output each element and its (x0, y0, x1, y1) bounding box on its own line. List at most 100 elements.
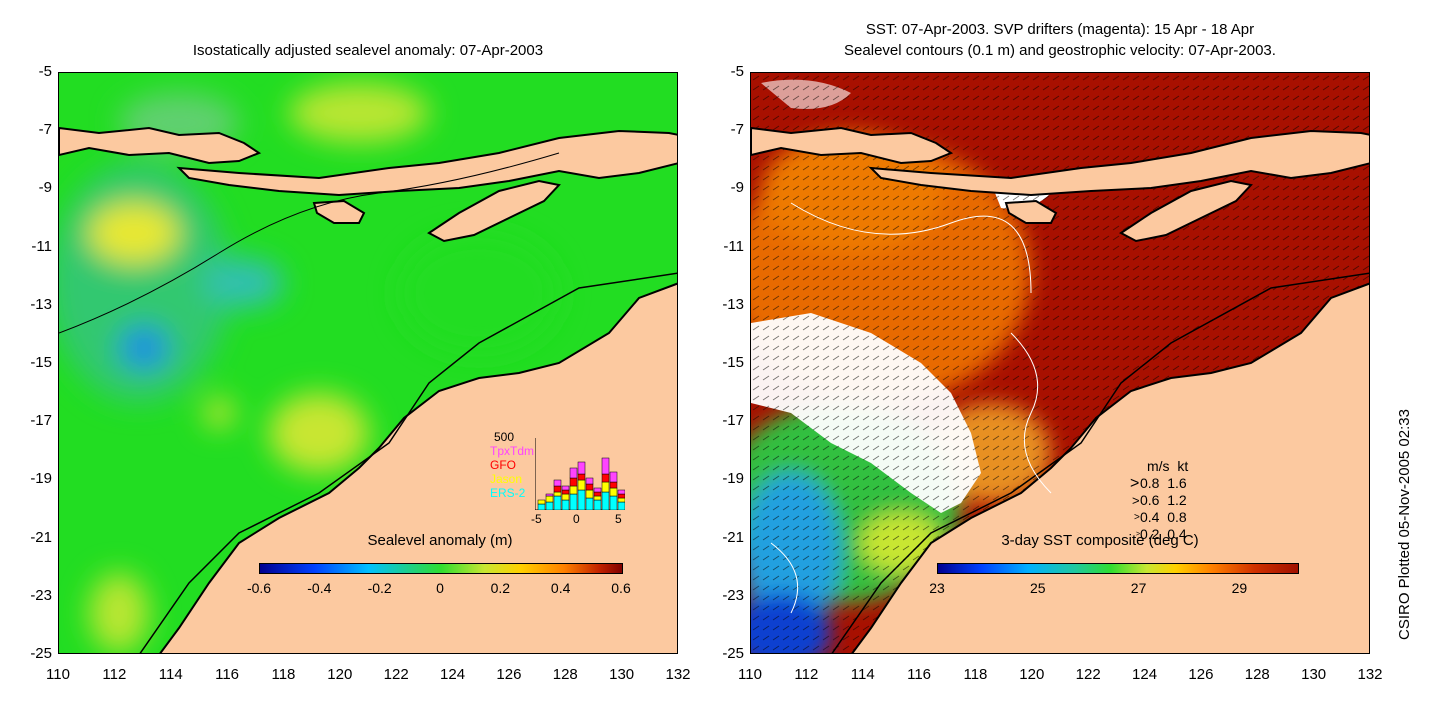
histogram-bar (593, 491, 602, 497)
x-tick-label: 130 (609, 666, 635, 683)
x-tick-label: 128 (1244, 666, 1270, 683)
histogram-bar (617, 489, 626, 495)
x-tick-label: 126 (1188, 666, 1214, 683)
histogram-bar (561, 485, 570, 491)
histogram-bar (585, 483, 594, 491)
x-tick-label: 118 (963, 666, 988, 683)
histogram-bar (545, 493, 554, 497)
y-tick-label: -15 (30, 354, 52, 371)
colorbar-tick-label: 0.2 (490, 580, 511, 596)
y-tick-label: -9 (730, 179, 744, 197)
x-tick-label: 132 (665, 666, 691, 683)
histogram-bar (569, 485, 578, 495)
velocity-legend-row: 0.6 1.2 (1140, 492, 1187, 508)
colorbar-tick-label: 29 (1231, 580, 1248, 596)
x-tick-label: 122 (1075, 666, 1101, 683)
histogram-bar (545, 495, 554, 503)
credit-label: CSIRO Plotted 05-Nov-2005 02:33 (1396, 409, 1413, 640)
histogram-bar (593, 495, 602, 501)
y-tick-label: -17 (30, 412, 52, 430)
histogram-bar (553, 491, 562, 497)
histogram-legend-entry: Jason (490, 472, 523, 486)
colorbar-tick-label: 0.4 (550, 580, 571, 596)
y-tick-label: -21 (30, 528, 52, 546)
left-colorbar-label: Sealevel anomaly (m) (367, 532, 513, 549)
y-tick-label: -17 (722, 412, 744, 430)
y-tick-label: -13 (30, 295, 52, 313)
velocity-arrow-icon: > (1136, 531, 1141, 538)
velocity-arrow-icon: > (1134, 512, 1140, 523)
histogram-x-tick: 5 (615, 512, 622, 526)
histogram-bar (553, 485, 562, 493)
histogram-x-tick: 0 (573, 512, 580, 526)
velocity-arrow-icon: > (1130, 475, 1140, 492)
histogram-bar (577, 473, 586, 481)
right-panel-title-line2: Sealevel contours (0.1 m) and geostrophi… (844, 42, 1276, 59)
histogram-bar (561, 489, 570, 495)
histogram-bar (601, 481, 610, 493)
y-tick-label: -19 (30, 470, 52, 488)
x-tick-label: 120 (327, 666, 353, 683)
right-panel-title-line1: SST: 07-Apr-2003. SVP drifters (magenta)… (865, 21, 1255, 38)
histogram-bar (537, 503, 546, 511)
sst-field (751, 73, 1369, 653)
histogram-bar (561, 499, 570, 511)
y-tick-label: -19 (722, 470, 744, 488)
histogram-ymax: 500 (494, 430, 515, 444)
left-colorbar (259, 563, 623, 574)
x-tick-label: 114 (158, 666, 183, 683)
histogram-bar (593, 499, 602, 511)
histogram-bar (585, 497, 594, 511)
y-tick-label: -7 (730, 121, 744, 139)
histogram-bar (609, 471, 618, 483)
y-tick-label: -15 (722, 354, 744, 371)
histogram-bar (617, 493, 626, 499)
x-tick-label: 128 (552, 666, 578, 683)
histogram-bar (585, 489, 594, 499)
histogram-bar (553, 479, 562, 487)
histogram-bar (617, 501, 626, 511)
y-tick-label: -25 (30, 645, 52, 662)
y-tick-label: -23 (30, 586, 52, 604)
y-tick-label: -11 (723, 237, 744, 255)
velocity-legend-row: 0.2 0.4 (1140, 526, 1187, 542)
histogram-bar (601, 473, 610, 483)
x-tick-label: 130 (1301, 666, 1327, 683)
histogram-bar (601, 491, 610, 511)
colorbar-tick-label: 23 (929, 580, 945, 596)
y-tick-label: -5 (38, 63, 52, 80)
inset-histogram (534, 438, 626, 511)
x-tick-label: 124 (1132, 666, 1158, 683)
x-tick-label: 114 (850, 666, 875, 683)
left-panel-title: Isostatically adjusted sealevel anomaly:… (192, 42, 544, 59)
histogram-bar (609, 487, 618, 497)
x-tick-label: 110 (738, 666, 762, 683)
sealevel-anomaly-field (59, 73, 677, 653)
histogram-x-tick: -5 (531, 512, 542, 526)
sealevel-anomaly-map (58, 72, 678, 654)
sst-map (750, 72, 1370, 654)
histogram-bar (601, 457, 610, 475)
colorbar-tick-label: 25 (1030, 580, 1046, 596)
velocity-legend-header: m/s kt (1147, 458, 1189, 474)
histogram-bar (609, 495, 618, 511)
histogram-bar (585, 477, 594, 485)
x-tick-label: 122 (383, 666, 409, 683)
x-tick-label: 120 (1019, 666, 1045, 683)
histogram-bar (577, 461, 586, 475)
x-tick-label: 116 (907, 666, 932, 683)
x-tick-label: 110 (46, 666, 70, 683)
x-tick-label: 132 (1357, 666, 1383, 683)
colorbar-tick-label: 0 (436, 580, 444, 596)
y-tick-label: -9 (38, 179, 52, 197)
histogram-legend-entry: ERS-2 (490, 486, 526, 500)
histogram-bar (537, 499, 546, 505)
x-tick-label: 126 (496, 666, 522, 683)
right-colorbar-label: 3-day SST composite (deg C) (1001, 532, 1199, 549)
histogram-legend-entry: TpxTdm (490, 444, 535, 458)
histogram-bar (617, 497, 626, 503)
y-tick-label: -11 (31, 237, 52, 255)
colorbar-tick-label: 27 (1130, 580, 1147, 596)
x-tick-label: 112 (794, 666, 819, 683)
velocity-arrow-icon: > (1132, 493, 1140, 508)
